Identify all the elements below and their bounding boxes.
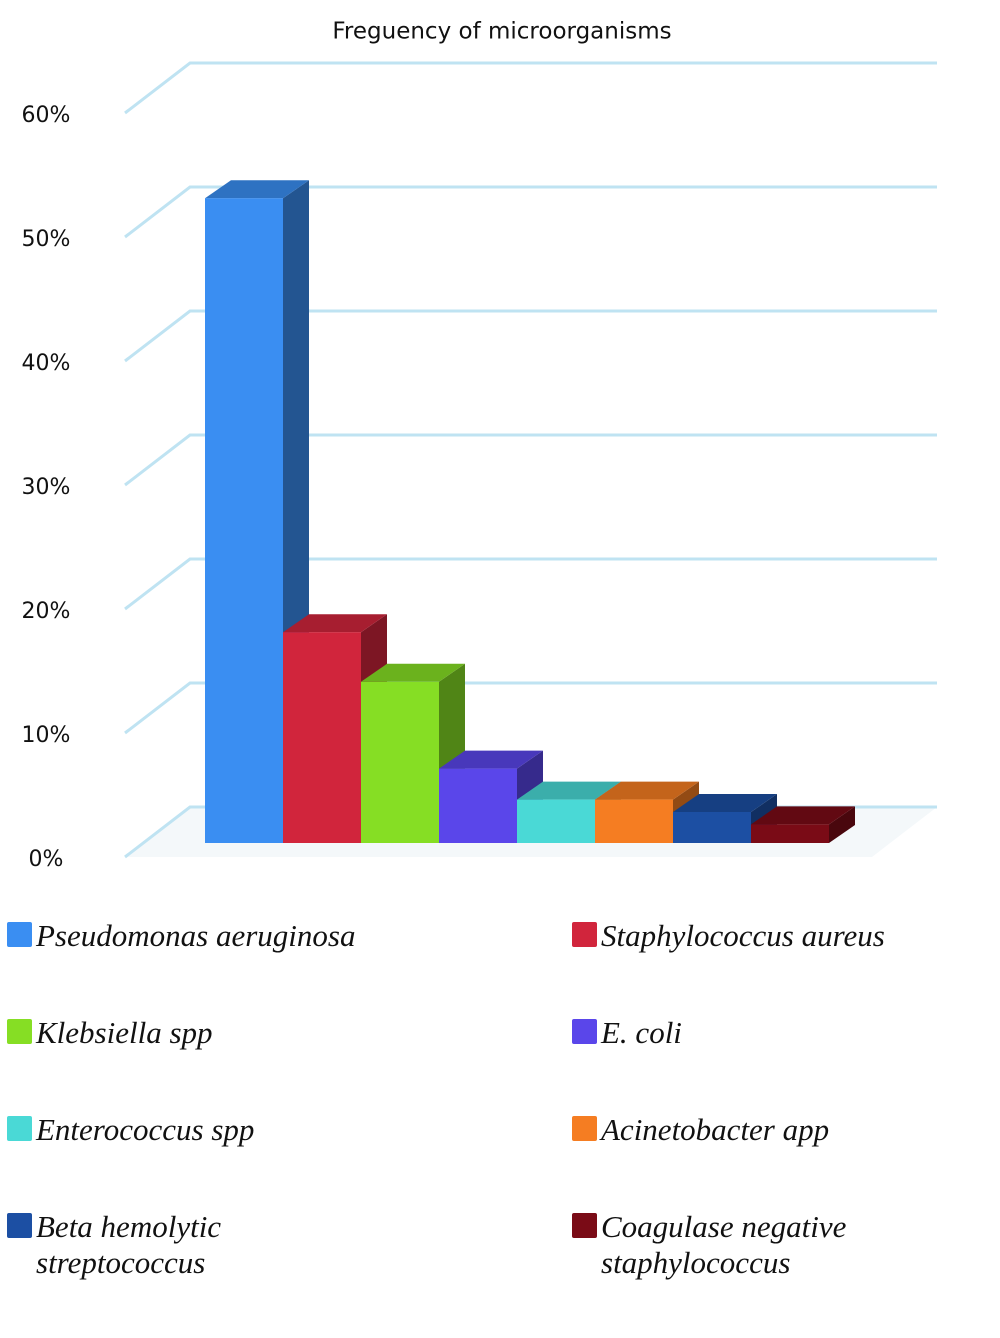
bar-side: [829, 806, 855, 843]
legend-swatch: [7, 1116, 32, 1141]
grid-line: [124, 433, 937, 487]
legend-label: Staphylococcus aureus: [601, 918, 885, 953]
y-tick-label: 60%: [22, 103, 71, 128]
bar-top: [283, 614, 387, 633]
legend-item: Beta hemolytic streptococcus: [7, 1209, 376, 1281]
legend-swatch: [572, 1213, 597, 1238]
grid-line: [124, 61, 937, 115]
bar: [439, 768, 517, 843]
legend-swatch: [572, 1019, 597, 1044]
bar: [517, 799, 595, 843]
legend-label: E. coli: [601, 1015, 682, 1050]
grid-line: [124, 681, 937, 735]
bar-top: [673, 794, 777, 812]
legend-item: Coagulase negative staphylococcus: [572, 1209, 941, 1281]
y-tick-label: 20%: [22, 599, 71, 624]
y-tick-label: 40%: [22, 351, 71, 376]
chart: Freguency of microorganisms 0% 10% 20% 30% 4…: [22, 19, 937, 872]
legend-label: Enterococcus spp: [36, 1112, 255, 1147]
legend-swatch: [7, 922, 32, 947]
legend-swatch: [7, 1213, 32, 1238]
legend-item: Pseudomonas aeruginosa: [7, 918, 355, 954]
chart-title: Freguency of microorganisms: [332, 19, 671, 45]
bar-top: [205, 180, 309, 199]
bar-top: [517, 781, 621, 800]
legend-swatch: [572, 1116, 597, 1141]
legend-swatch: [7, 1019, 32, 1044]
bar-top: [439, 750, 543, 769]
legend-label: Klebsiella spp: [36, 1015, 213, 1050]
legend-label: Pseudomonas aeruginosa: [36, 918, 356, 953]
bar: [361, 681, 439, 843]
legend-item: E. coli: [572, 1015, 682, 1051]
legend-item: Staphylococcus aureus: [572, 918, 885, 954]
bar: [595, 799, 673, 843]
bar: [673, 812, 751, 843]
legend-item: Enterococcus spp: [7, 1112, 254, 1148]
bar: [751, 824, 829, 843]
grid-line: [124, 557, 937, 611]
bar-top: [751, 806, 855, 825]
bar-top: [361, 663, 465, 682]
y-tick-label: 10%: [22, 723, 71, 748]
legend-item: Klebsiella spp: [7, 1015, 213, 1051]
legend-label: Beta hemolytic streptococcus: [36, 1209, 222, 1280]
bar-top: [595, 781, 699, 800]
legend-label: Acinetobacter app: [601, 1112, 830, 1147]
legend-label: Coagulase negative staphylococcus: [601, 1209, 847, 1280]
y-tick-label: 50%: [22, 227, 71, 252]
grid-line: [124, 185, 937, 239]
bar: [205, 198, 283, 843]
bar: [283, 632, 361, 843]
y-tick-label: 30%: [22, 475, 71, 500]
legend-item: Acinetobacter app: [572, 1112, 829, 1148]
grid-line: [124, 309, 937, 363]
y-tick-label: 0%: [29, 847, 64, 872]
legend-swatch: [572, 922, 597, 947]
